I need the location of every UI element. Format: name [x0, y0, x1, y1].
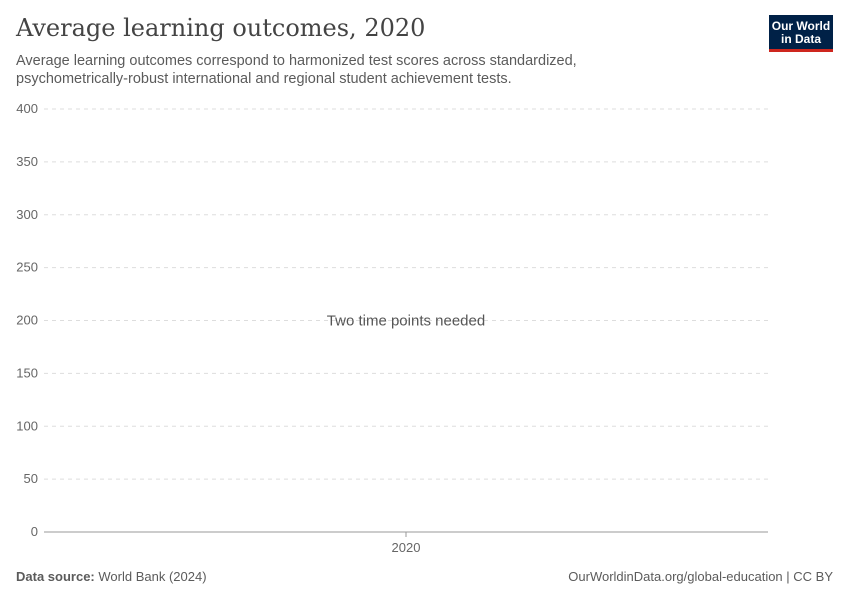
y-tick-label: 350: [16, 154, 38, 169]
no-data-message: Two time points needed: [327, 313, 485, 330]
y-tick-label: 100: [16, 418, 38, 433]
chart-title: Average learning outcomes, 2020: [16, 14, 426, 42]
y-tick-label: 0: [31, 524, 38, 539]
x-tick-label: 2020: [392, 540, 421, 555]
footer-link[interactable]: OurWorldinData.org/global-education | CC…: [568, 569, 833, 584]
source-label: Data source:: [16, 569, 95, 584]
y-tick-label: 50: [24, 471, 38, 486]
y-tick-label: 300: [16, 207, 38, 222]
y-tick-label: 400: [16, 101, 38, 116]
chart-subtitle: Average learning outcomes correspond to …: [16, 53, 577, 87]
y-tick-label: 200: [16, 313, 38, 328]
logo-text: Our World in Data: [771, 19, 831, 46]
data-source: Data source: World Bank (2024): [16, 569, 207, 584]
y-tick-label: 250: [16, 260, 38, 275]
y-tick-label: 150: [16, 365, 38, 380]
owid-logo[interactable]: Our World in Data: [769, 15, 833, 52]
source-value[interactable]: World Bank (2024): [98, 569, 207, 584]
